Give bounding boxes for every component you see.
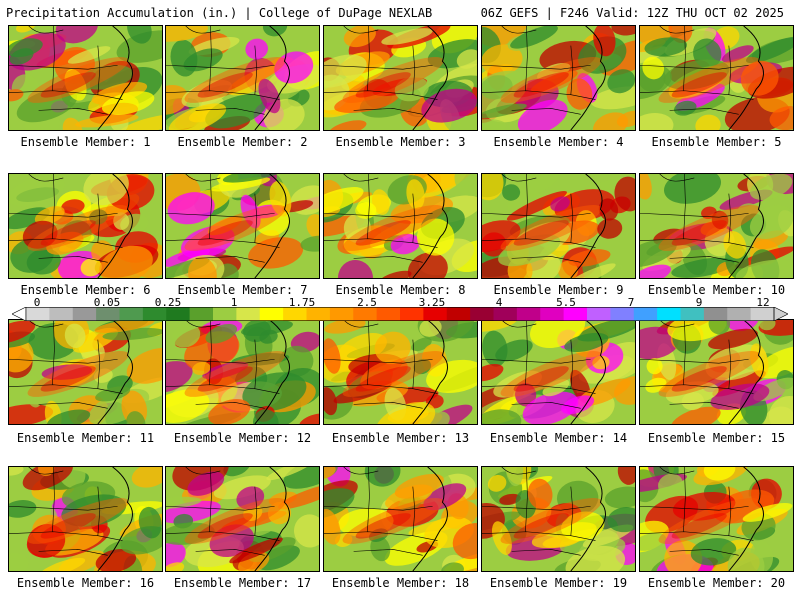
colorbar [12, 307, 788, 321]
colorbar-swatch [329, 307, 354, 321]
colorbar-tick-label: 1 [230, 296, 238, 309]
ensemble-member-label: Ensemble Member: 5 [651, 135, 782, 149]
ensemble-member-label: Ensemble Member: 20 [647, 576, 786, 590]
colorbar-tick-label: 4 [495, 296, 503, 309]
colorbar-swatch [516, 307, 541, 321]
colorbar-swatch [563, 307, 588, 321]
ensemble-member-label: Ensemble Member: 4 [493, 135, 624, 149]
colorbar-swatch [493, 307, 518, 321]
ensemble-member-label: Ensemble Member: 10 [647, 283, 786, 297]
run-info: 06Z GEFS | F246 Valid: 12Z THU OCT 02 20… [480, 6, 784, 20]
colorbar-min-arrow [12, 307, 27, 321]
colorbar-tick-label: 0.05 [93, 296, 121, 309]
colorbar-swatch [236, 307, 261, 321]
ensemble-map-panel [639, 319, 794, 425]
colorbar-swatch [26, 307, 50, 321]
colorbar-swatch [470, 307, 494, 321]
colorbar-swatch [400, 307, 424, 321]
page-title: Precipitation Accumulation (in.) | Colle… [6, 6, 433, 20]
ensemble-member-label: Ensemble Member: 13 [331, 431, 470, 445]
colorbar-swatch [376, 307, 401, 321]
ensemble-member-label: Ensemble Member: 16 [16, 576, 155, 590]
colorbar-swatch [750, 307, 775, 321]
ensemble-map-panel [8, 173, 163, 279]
ensemble-map-panel [8, 466, 163, 572]
colorbar-tick-label: 3.25 [418, 296, 446, 309]
ensemble-member-label: Ensemble Member: 6 [20, 283, 151, 297]
ensemble-member-label: Ensemble Member: 19 [489, 576, 628, 590]
ensemble-map-panel [323, 25, 478, 131]
colorbar-swatch [119, 307, 144, 321]
colorbar-swatch [657, 307, 681, 321]
colorbar-swatch [540, 307, 565, 321]
colorbar-swatch [283, 307, 307, 321]
ensemble-map-panel [481, 25, 636, 131]
ensemble-member-label: Ensemble Member: 11 [16, 431, 155, 445]
ensemble-map-panel [323, 319, 478, 425]
ensemble-member-label: Ensemble Member: 2 [177, 135, 308, 149]
colorbar-swatch [423, 307, 448, 321]
colorbar-swatch [96, 307, 120, 321]
ensemble-map-panel [165, 319, 320, 425]
ensemble-member-label: Ensemble Member: 12 [173, 431, 312, 445]
colorbar-swatch [353, 307, 378, 321]
ensemble-map-panel [639, 25, 794, 131]
ensemble-map-panel [481, 319, 636, 425]
colorbar-swatch [727, 307, 752, 321]
colorbar-swatch [166, 307, 191, 321]
ensemble-map-panel [165, 173, 320, 279]
ensemble-map-panel [8, 319, 163, 425]
ensemble-map-panel [165, 466, 320, 572]
colorbar-swatch [610, 307, 635, 321]
ensemble-member-label: Ensemble Member: 17 [173, 576, 312, 590]
colorbar-tick-label: 12 [756, 296, 770, 309]
colorbar-swatch [633, 307, 658, 321]
colorbar-tick-label: 5.5 [556, 296, 576, 309]
colorbar-swatch [680, 307, 705, 321]
colorbar-swatch [703, 307, 728, 321]
ensemble-member-label: Ensemble Member: 15 [647, 431, 786, 445]
colorbar-tick-label: 0 [33, 296, 41, 309]
colorbar-swatch [587, 307, 611, 321]
colorbar-swatch [49, 307, 74, 321]
colorbar-swatch [446, 307, 471, 321]
ensemble-map-panel [165, 25, 320, 131]
colorbar-tick-label: 7 [627, 296, 635, 309]
colorbar-tick-label: 9 [695, 296, 703, 309]
ensemble-map-panel [8, 25, 163, 131]
colorbar-swatch [189, 307, 214, 321]
ensemble-member-label: Ensemble Member: 8 [335, 283, 466, 297]
colorbar-max-arrow [773, 307, 788, 321]
ensemble-map-panel [639, 466, 794, 572]
colorbar-swatch [213, 307, 237, 321]
ensemble-member-label: Ensemble Member: 9 [493, 283, 624, 297]
colorbar-swatch [142, 307, 167, 321]
ensemble-map-panel [481, 466, 636, 572]
colorbar-swatch [306, 307, 331, 321]
ensemble-map-panel [323, 466, 478, 572]
ensemble-member-label: Ensemble Member: 14 [489, 431, 628, 445]
colorbar-tick-label: 1.75 [288, 296, 316, 309]
colorbar-tick-label: 0.25 [154, 296, 182, 309]
ensemble-member-label: Ensemble Member: 3 [335, 135, 466, 149]
ensemble-member-label: Ensemble Member: 1 [20, 135, 151, 149]
colorbar-swatch [259, 307, 284, 321]
ensemble-map-panel [481, 173, 636, 279]
ensemble-map-panel [323, 173, 478, 279]
ensemble-member-label: Ensemble Member: 18 [331, 576, 470, 590]
colorbar-tick-label: 2.5 [357, 296, 377, 309]
ensemble-member-label: Ensemble Member: 7 [177, 283, 308, 297]
colorbar-swatch [72, 307, 97, 321]
ensemble-map-panel [639, 173, 794, 279]
